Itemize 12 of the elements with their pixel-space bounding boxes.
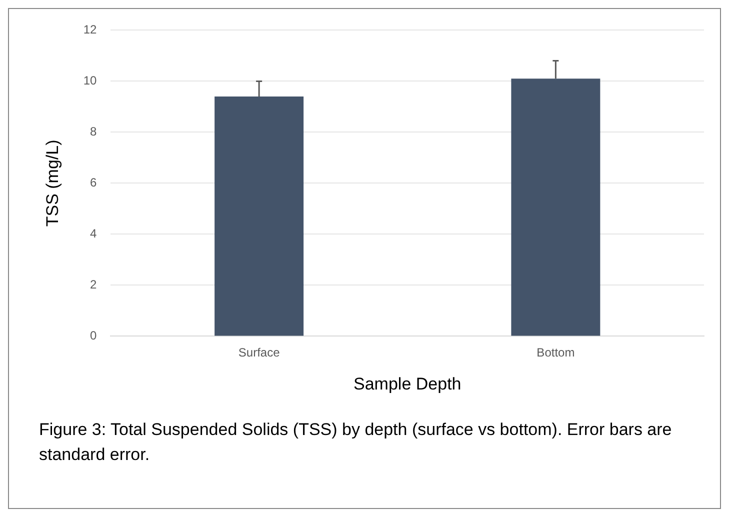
y-tick-label: 6 [90, 176, 98, 190]
x-tick-label: Bottom [536, 346, 575, 360]
x-tick-label: Surface [238, 346, 280, 360]
y-tick-label: 0 [90, 328, 98, 343]
x-axis-title: Sample Depth [354, 374, 462, 394]
caption: Figure 3: Total Suspended Solids (TSS) by depth (surface vs bottom). Error bars are standard error. [39, 419, 673, 466]
y-tick-label: 10 [83, 74, 98, 88]
y-tick-label: 2 [90, 278, 98, 292]
y-tick-label: 8 [90, 124, 98, 139]
y-axis-title: TSS (mg/L) [42, 140, 62, 227]
y-tick-label: 4 [90, 226, 98, 241]
y-tick-label: 12 [83, 22, 98, 37]
